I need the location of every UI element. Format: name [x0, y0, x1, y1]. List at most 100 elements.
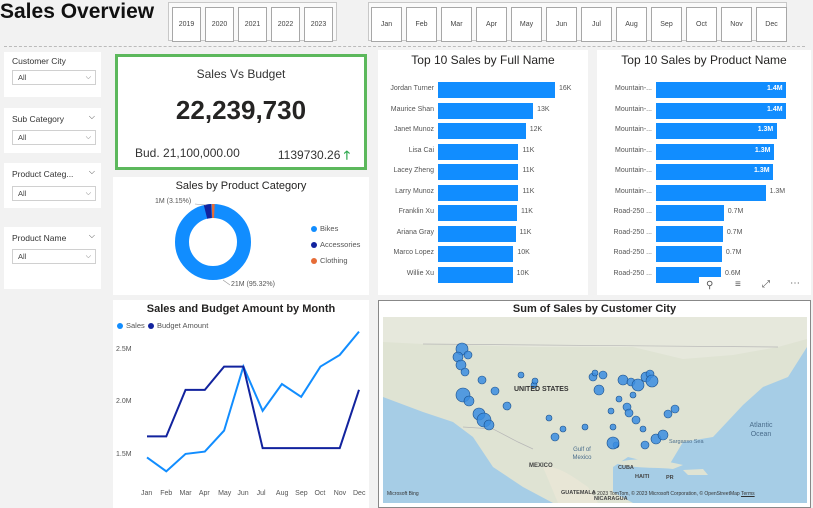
city-bubble[interactable]	[663, 409, 673, 419]
month-button-feb[interactable]: Feb	[406, 7, 437, 42]
bar[interactable]	[656, 184, 766, 201]
legend-item-bikes[interactable]: Bikes	[311, 224, 338, 233]
city-bubble[interactable]	[591, 369, 599, 377]
series-line-sales[interactable]	[146, 331, 360, 473]
city-bubble[interactable]	[531, 377, 539, 385]
sales-vs-budget-card[interactable]: Sales Vs Budget 22,239,730 Bud. 21,100,0…	[115, 54, 367, 170]
terms-link[interactable]: Terms	[741, 491, 755, 497]
city-bubble[interactable]	[559, 425, 567, 433]
map-canvas[interactable]	[383, 317, 807, 503]
city-bubble[interactable]	[477, 375, 487, 385]
month-button-may[interactable]: May	[511, 7, 542, 42]
bar[interactable]	[438, 82, 555, 98]
month-button-oct[interactable]: Oct	[686, 7, 717, 42]
year-button-2022[interactable]: 2022	[271, 7, 300, 42]
city-bubble[interactable]	[550, 432, 560, 442]
bar[interactable]	[438, 225, 516, 242]
year-button-2021[interactable]: 2021	[238, 7, 267, 42]
sub-category-dropdown[interactable]: All ⌵	[12, 130, 96, 145]
city-bubble[interactable]	[617, 374, 629, 386]
legend-item-budget[interactable]: Budget Amount	[148, 321, 208, 330]
top10-full-name-card[interactable]: Top 10 Sales by Full Name Jordan Turner 1…	[378, 50, 588, 295]
month-button-jun[interactable]: Jun	[546, 7, 577, 42]
city-bubble[interactable]	[609, 423, 617, 431]
chevron-down-icon[interactable]: ⌵	[88, 112, 95, 121]
chevron-down-icon[interactable]: ⌵	[88, 231, 95, 240]
legend-item-sales[interactable]: Sales	[117, 321, 145, 330]
filter-icon[interactable]: ≡	[735, 279, 741, 290]
bar[interactable]	[656, 123, 777, 139]
city-bubble[interactable]	[490, 386, 500, 396]
bar-data-label: 10K	[517, 249, 530, 256]
product-name-dropdown[interactable]: All ⌵	[12, 249, 96, 264]
bar[interactable]	[656, 143, 774, 160]
city-bubbles[interactable]	[452, 342, 680, 450]
city-bubble[interactable]	[483, 419, 495, 431]
city-bubble[interactable]	[640, 440, 650, 450]
bar[interactable]	[656, 82, 786, 98]
year-button-2023[interactable]: 2023	[304, 7, 333, 42]
sales-by-category-card[interactable]: Sales by Product Category 1M (3.15%) 21M…	[113, 177, 369, 295]
city-bubble[interactable]	[629, 391, 637, 399]
city-bubble[interactable]	[624, 408, 634, 418]
bar[interactable]	[438, 246, 514, 262]
year-button-2020[interactable]: 2020	[205, 7, 234, 42]
year-button-2019[interactable]: 2019	[172, 7, 201, 42]
legend-item-accessories[interactable]: Accessories	[311, 240, 360, 249]
city-bubble[interactable]	[581, 423, 589, 431]
month-button-nov[interactable]: Nov	[721, 7, 752, 42]
chevron-down-icon[interactable]: ⌵	[88, 167, 95, 176]
donut-slice-bikes[interactable]	[175, 204, 251, 280]
month-button-sep[interactable]: Sep	[651, 7, 682, 42]
city-bubble[interactable]	[615, 395, 623, 403]
bar[interactable]	[438, 102, 534, 119]
city-bubble[interactable]	[598, 370, 608, 380]
city-bubble[interactable]	[502, 401, 512, 411]
customer-city-dropdown[interactable]: All ⌵	[12, 70, 96, 85]
city-bubble[interactable]	[517, 371, 525, 379]
city-bubble[interactable]	[463, 350, 473, 360]
city-bubble[interactable]	[631, 415, 641, 425]
donut-slice-clothing[interactable]	[175, 204, 251, 280]
month-button-jul[interactable]: Jul	[581, 7, 612, 42]
bar[interactable]	[438, 143, 519, 160]
customer-city-filter: Customer City All ⌵	[4, 52, 101, 97]
city-bubble[interactable]	[460, 367, 470, 377]
bar[interactable]	[438, 184, 519, 201]
series-line-budget[interactable]	[147, 365, 360, 450]
city-bubble[interactable]	[545, 414, 553, 422]
pin-icon[interactable]: ⚲	[706, 280, 714, 291]
bar[interactable]	[656, 102, 786, 119]
month-button-mar[interactable]: Mar	[441, 7, 472, 42]
sales-by-city-map-card[interactable]: Sum of Sales by Customer City	[378, 300, 811, 508]
sales-budget-by-month-card[interactable]: Sales and Budget Amount by Month Sales B…	[113, 300, 369, 508]
donut-slice-accessories[interactable]	[175, 204, 251, 280]
city-bubble[interactable]	[657, 429, 669, 441]
bar[interactable]	[438, 164, 519, 180]
focus-mode-icon[interactable]: ⤢	[762, 279, 770, 290]
city-bubble[interactable]	[645, 374, 659, 388]
top10-product-name-card[interactable]: Top 10 Sales by Product Name Mountain-..…	[597, 50, 811, 295]
city-bubble[interactable]	[455, 359, 467, 371]
city-bubble[interactable]	[607, 407, 615, 415]
bar[interactable]	[656, 246, 722, 262]
month-button-jan[interactable]: Jan	[371, 7, 402, 42]
city-bubble[interactable]	[463, 395, 475, 407]
city-bubble[interactable]	[631, 378, 645, 392]
bar[interactable]	[656, 225, 723, 242]
month-button-apr[interactable]: Apr	[476, 7, 507, 42]
month-button-dec[interactable]: Dec	[756, 7, 787, 42]
city-bubble[interactable]	[593, 384, 605, 396]
city-bubble[interactable]	[670, 404, 680, 414]
city-bubble[interactable]	[639, 425, 647, 433]
bar[interactable]	[438, 266, 513, 283]
more-options-icon[interactable]: ⋯	[790, 278, 800, 289]
bar[interactable]	[438, 205, 517, 221]
bar[interactable]	[438, 123, 526, 139]
bar[interactable]	[656, 164, 773, 180]
product-category-dropdown[interactable]: All ⌵	[12, 186, 96, 201]
legend-item-clothing[interactable]: Clothing	[311, 256, 348, 265]
month-button-aug[interactable]: Aug	[616, 7, 647, 42]
city-bubble[interactable]	[606, 436, 620, 450]
bar[interactable]	[656, 205, 724, 221]
